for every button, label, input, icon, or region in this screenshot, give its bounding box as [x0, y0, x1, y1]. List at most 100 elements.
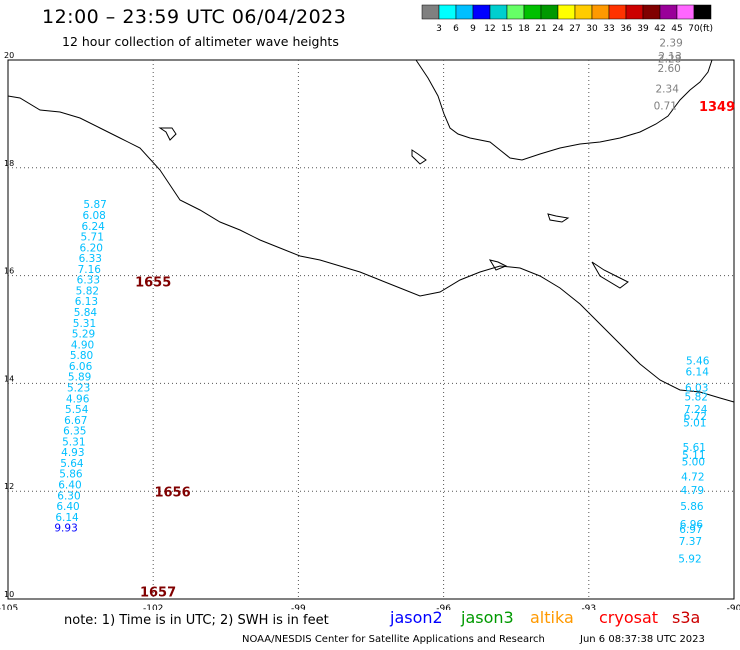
- wave-height-value: 6.30: [57, 490, 80, 502]
- longitude-tick-label: -90: [727, 604, 740, 610]
- wave-height-value: 6.24: [81, 221, 105, 233]
- color-scale-tick-label: 12: [484, 24, 495, 34]
- wave-height-value: 6.20: [80, 242, 103, 254]
- color-scale-unit: (ft): [699, 24, 713, 34]
- wave-height-value: 6.13: [75, 296, 98, 308]
- wave-height-value: 5.86: [59, 469, 83, 481]
- wave-height-value: 6.72: [684, 411, 707, 423]
- color-scale-legend: 3 6 9 12 15 18 21 24 27 30 33 36 39 42 45 70 (ft): [421, 4, 713, 34]
- wave-height-value: 5.80: [70, 350, 93, 362]
- color-scale-tick-label: 39: [637, 24, 649, 34]
- track-id-label: 1657: [140, 585, 176, 600]
- wave-height-value: 0.71: [654, 101, 677, 113]
- color-scale-tick-label: 15: [501, 24, 512, 34]
- wave-height-value: 5.64: [60, 458, 84, 470]
- wave-height-value: 5.46: [686, 356, 710, 368]
- wave-height-value: 2.34: [656, 83, 680, 95]
- island: [591, 261, 629, 289]
- satellite-legend-jason2: jason2: [390, 608, 443, 627]
- gulf-of-mexico-coastline: [415, 59, 713, 161]
- satellite-legend-s3a: s3a: [672, 608, 701, 627]
- color-scale-tick-label: 36: [620, 24, 632, 34]
- color-scale-tick-label: 45: [671, 24, 682, 34]
- latitude-tick-label: 18: [4, 159, 14, 168]
- axis-labels: -105 -102 -99 -96 -93 -90 20 18 16 14 12 10: [0, 51, 740, 610]
- wave-height-value: 6.40: [58, 480, 81, 492]
- wave-height-value: 5.11: [682, 450, 705, 462]
- wave-height-value: 7.16: [78, 264, 102, 276]
- color-scale-tick-label: 24: [552, 24, 564, 34]
- wave-height-value: 4.72: [681, 471, 704, 483]
- latitude-tick-label: 12: [4, 482, 14, 491]
- wave-height-value: 5.71: [81, 232, 104, 244]
- wave-height-value: 6.14: [55, 512, 79, 524]
- wave-height-value: 4.93: [61, 447, 84, 459]
- wave-height-value: 9.93: [54, 523, 77, 535]
- longitude-tick-label: -102: [143, 604, 163, 610]
- longitude-tick-label: -105: [0, 604, 18, 610]
- color-scale-tick-label: 27: [569, 24, 580, 34]
- wave-height-value: 6.67: [64, 415, 87, 427]
- color-scale-tick-label: 42: [654, 24, 665, 34]
- wave-height-value: 2.60: [657, 63, 680, 75]
- wave-height-value: 2.28: [658, 54, 681, 66]
- wave-height-value: 5.54: [65, 404, 89, 416]
- wave-height-value: 5.29: [72, 329, 95, 341]
- track-points: 5.876.086.245.716.206.337.166.335.826.13…: [54, 38, 709, 566]
- wave-height-value: 4.90: [71, 339, 94, 351]
- wave-height-value: 6.96: [680, 519, 704, 531]
- graticule: [8, 60, 734, 599]
- page-subtitle: 12 hour collection of altimeter wave hei…: [62, 34, 339, 49]
- wave-height-value: 5.86: [680, 501, 704, 513]
- wave-height-value: 5.23: [67, 382, 90, 394]
- wave-height-value: 5.92: [678, 553, 701, 565]
- units-note: note: 1) Time is in UTC; 2) SWH is in fe…: [64, 613, 329, 628]
- color-scale-tick-label: 6: [453, 24, 459, 34]
- wave-height-value: 5.82: [76, 285, 99, 297]
- wave-height-value: 6.33: [77, 275, 100, 287]
- longitude-tick-label: -99: [291, 604, 306, 610]
- latitude-tick-label: 14: [4, 374, 14, 383]
- wave-height-value: 7.37: [679, 536, 702, 548]
- color-scale-tick-label: 9: [470, 24, 476, 34]
- track-id-label: 1655: [135, 275, 171, 290]
- wave-height-map: 5.876.086.245.716.206.337.166.335.826.13…: [0, 38, 740, 610]
- longitude-tick-label: -93: [581, 604, 596, 610]
- credit-line: NOAA/NESDIS Center for Satellite Applica…: [242, 634, 545, 645]
- pacific-coastline: [7, 95, 735, 403]
- satellite-legend-jason3: jason3: [461, 608, 514, 627]
- wave-height-value: 6.08: [82, 210, 105, 222]
- coastline: [7, 59, 735, 403]
- wave-height-value: 5.82: [685, 392, 708, 404]
- color-scale-tick-label: 3: [436, 24, 442, 34]
- wave-height-value: 2.13: [658, 51, 681, 63]
- page-title: 12:00 – 23:59 UTC 06/04/2023: [42, 6, 347, 28]
- satellite-legend-cryosat: cryosat: [599, 608, 659, 627]
- wave-height-value: 5.31: [62, 436, 85, 448]
- wave-height-value: 5.31: [73, 318, 96, 330]
- wave-height-value: 6.97: [679, 524, 702, 536]
- satellite-legend-altika: altika: [530, 608, 574, 627]
- wave-height-value: 6.06: [69, 361, 93, 373]
- wave-height-value: 4.96: [66, 393, 90, 405]
- map-frame: [7, 59, 735, 600]
- wave-height-value: 6.40: [56, 501, 79, 513]
- wave-height-value: 5.01: [683, 418, 706, 430]
- track-id-label: 1656: [154, 486, 190, 501]
- wave-height-value: 2.39: [659, 38, 682, 50]
- track-id-label: 1349: [699, 100, 735, 115]
- wave-height-value: 5.84: [74, 307, 98, 319]
- longitude-tick-label: -96: [436, 604, 451, 610]
- color-scale-tick-label: 18: [518, 24, 530, 34]
- latitude-tick-label: 20: [4, 51, 14, 60]
- island: [488, 259, 508, 271]
- wave-height-value: 4.79: [681, 485, 704, 497]
- color-scale-tick-label: 30: [586, 24, 598, 34]
- color-swatch: [693, 4, 712, 20]
- color-scale-tick-label: 33: [603, 24, 614, 34]
- island: [411, 149, 427, 165]
- latitude-tick-label: 16: [4, 267, 14, 276]
- latitude-tick-label: 10: [4, 590, 14, 599]
- color-scale-tick-label: 70: [688, 24, 700, 34]
- wave-height-value: 6.14: [686, 366, 710, 378]
